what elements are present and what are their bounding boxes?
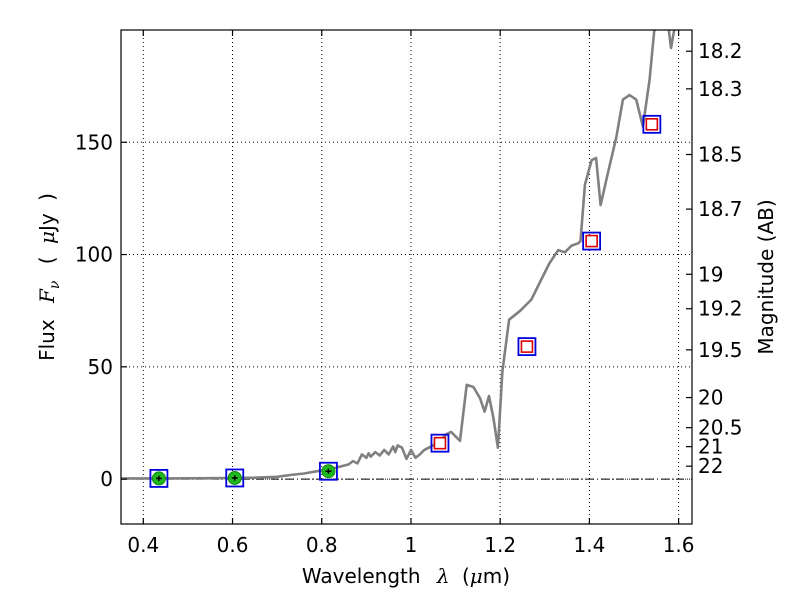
x-tick-label: 1.4 bbox=[573, 533, 605, 557]
magnitude-tick-label: 18.7 bbox=[698, 197, 743, 221]
spectrum-line bbox=[121, 30, 676, 480]
series-layer bbox=[121, 30, 676, 480]
x-tick-label: 0.6 bbox=[217, 533, 249, 557]
x-axis-label: Wavelength λ (μm) bbox=[302, 564, 510, 588]
label-layer: 0.4 0.6 0.8 1 1.2 1.4 1.6 0 50 100 150 18.2 18.3 18.5… bbox=[75, 39, 743, 557]
optical-point bbox=[225, 468, 245, 488]
x-tick-label: 1 bbox=[405, 533, 418, 557]
magnitude-tick-label: 20 bbox=[698, 386, 723, 410]
x-axis-label-text: Wavelength bbox=[302, 564, 421, 588]
magnitude-tick-label: 19.2 bbox=[698, 297, 743, 321]
y2-axis-label: Magnitude (AB) bbox=[754, 199, 778, 354]
marker-layer bbox=[149, 114, 662, 488]
grid-layer bbox=[121, 30, 692, 524]
magnitude-tick-label: 21 bbox=[698, 435, 723, 459]
nir-point-outer-square bbox=[642, 114, 662, 134]
optical-point bbox=[319, 461, 338, 481]
y-axis-label-unit-open: ( bbox=[35, 256, 59, 264]
nir-point-inner-square bbox=[645, 118, 659, 131]
y-tick-label: 100 bbox=[75, 243, 113, 267]
nir-point-inner-square bbox=[585, 234, 598, 248]
x-axis-label-unit-open: ( bbox=[462, 564, 470, 588]
magnitude-tick-label: 18.2 bbox=[698, 39, 743, 63]
y-axis-label: Flux Fν ( μJy ) bbox=[35, 193, 64, 361]
x-axis-label-unit-mu: μ bbox=[470, 564, 483, 588]
y-axis-label-symbol: F bbox=[35, 288, 59, 304]
nir-point-inner-square bbox=[433, 436, 447, 450]
nir-point bbox=[582, 231, 602, 251]
optical-point-square bbox=[149, 469, 169, 488]
nir-point bbox=[642, 114, 662, 134]
y-axis-label-unit-mu: μ bbox=[35, 231, 59, 244]
plot-frame bbox=[120, 29, 693, 525]
y-axis-label-unit-rest: Jy bbox=[35, 213, 59, 233]
nir-point-outer-square bbox=[582, 231, 602, 251]
y-tick-label: 150 bbox=[75, 130, 113, 154]
x-tick-label: 1.2 bbox=[484, 533, 516, 557]
magnitude-tick-label: 19 bbox=[698, 262, 723, 286]
magnitude-tick-label: 20.5 bbox=[698, 416, 743, 440]
magnitude-tick-label: 22 bbox=[698, 454, 723, 478]
optical-point bbox=[149, 469, 169, 488]
tick-layer bbox=[121, 30, 692, 524]
y-tick-label: 50 bbox=[88, 355, 113, 379]
y-tick-label: 0 bbox=[100, 467, 113, 491]
y-axis-label-text: Flux bbox=[35, 319, 59, 361]
optical-point-square bbox=[225, 468, 245, 488]
nir-point bbox=[517, 337, 537, 357]
optical-point-square bbox=[319, 461, 338, 481]
magnitude-tick-label: 18.3 bbox=[698, 77, 743, 101]
x-tick-label: 1.6 bbox=[663, 533, 695, 557]
y-axis-label-subscript: ν bbox=[47, 280, 63, 289]
x-axis-label-unit-rest: m) bbox=[483, 564, 510, 588]
x-tick-label: 0.4 bbox=[127, 533, 159, 557]
x-axis-label-symbol: λ bbox=[436, 564, 450, 588]
x-tick-label: 0.8 bbox=[306, 533, 338, 557]
nir-point-outer-square bbox=[517, 337, 537, 357]
y-axis-label-unit-close: ) bbox=[35, 193, 59, 201]
nir-point bbox=[430, 433, 450, 453]
magnitude-tick-label: 18.5 bbox=[698, 143, 743, 167]
nir-point-inner-square bbox=[520, 340, 534, 353]
nir-point-outer-square bbox=[430, 433, 450, 453]
magnitude-tick-label: 19.5 bbox=[698, 338, 743, 362]
